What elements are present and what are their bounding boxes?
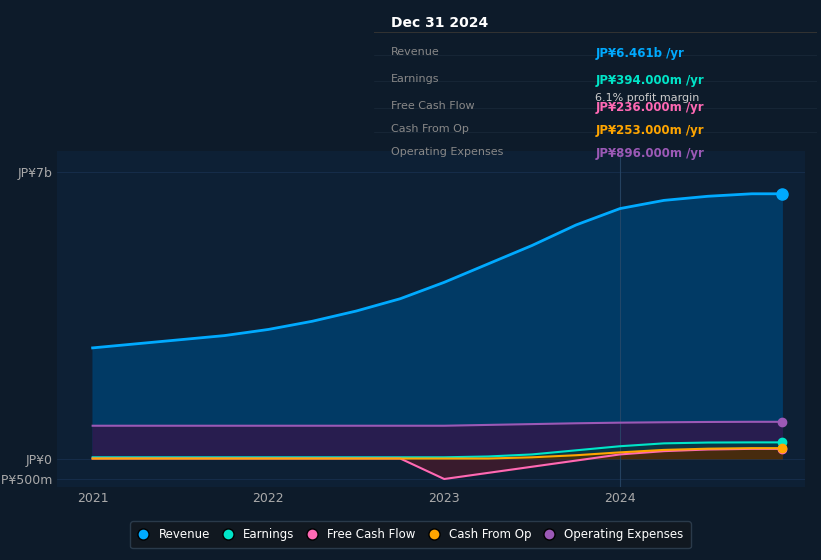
Text: Cash From Op: Cash From Op [392,124,469,134]
Text: JP¥394.000m /yr: JP¥394.000m /yr [595,74,704,87]
Text: Operating Expenses: Operating Expenses [392,147,503,157]
Text: JP¥896.000m /yr: JP¥896.000m /yr [595,147,704,160]
Text: Revenue: Revenue [392,47,440,57]
Text: 6.1% profit margin: 6.1% profit margin [595,93,699,103]
Text: JP¥6.461b /yr: JP¥6.461b /yr [595,47,684,60]
Legend: Revenue, Earnings, Free Cash Flow, Cash From Op, Operating Expenses: Revenue, Earnings, Free Cash Flow, Cash … [131,521,690,548]
Text: Dec 31 2024: Dec 31 2024 [392,16,488,30]
Text: JP¥253.000m /yr: JP¥253.000m /yr [595,124,704,137]
Text: Free Cash Flow: Free Cash Flow [392,101,475,110]
Text: JP¥236.000m /yr: JP¥236.000m /yr [595,101,704,114]
Text: Earnings: Earnings [392,74,440,84]
